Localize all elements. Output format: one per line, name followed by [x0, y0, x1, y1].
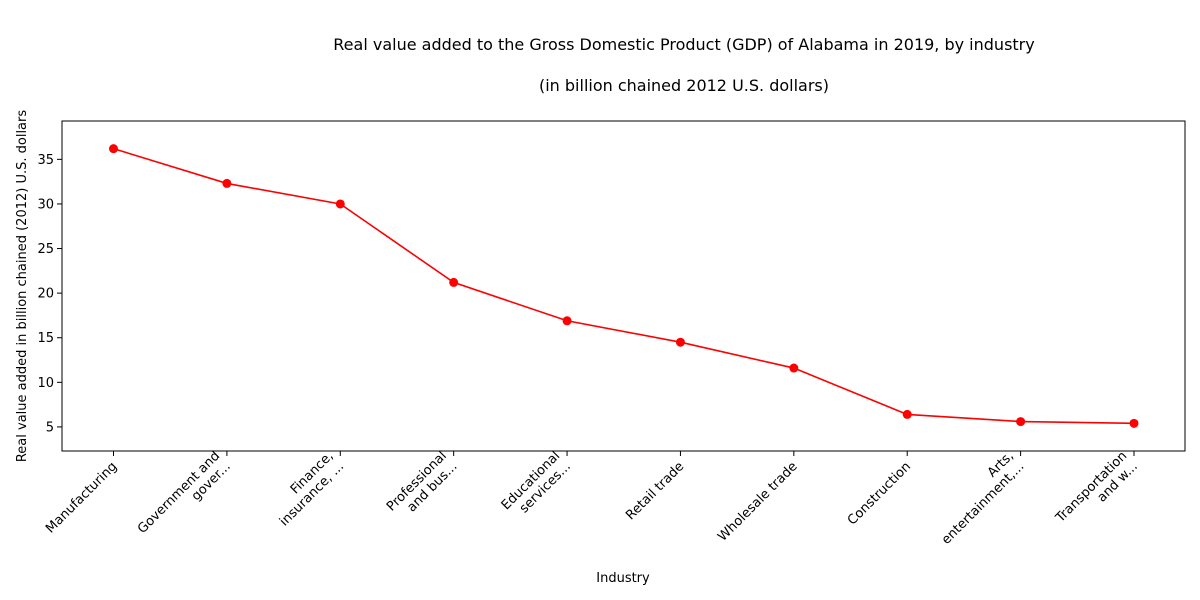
y-tick-label: 30: [37, 197, 54, 212]
data-point: [335, 199, 345, 209]
chart-subtitle: (in billion chained 2012 U.S. dollars): [539, 76, 829, 95]
y-tick-label: 20: [37, 287, 54, 302]
series-line: [113, 147, 1135, 425]
y-tick-label: 25: [37, 242, 54, 257]
data-point: [562, 316, 572, 326]
series-layer: [109, 144, 1139, 428]
x-axis-label: Industry: [596, 571, 650, 586]
data-point: [789, 363, 799, 373]
y-tick-label: 15: [37, 331, 54, 346]
data-point: [1129, 418, 1139, 428]
y-tick-label: 35: [37, 153, 54, 168]
data-point: [902, 409, 912, 419]
plot-area-frame: [61, 120, 1186, 452]
data-point: [1016, 417, 1026, 427]
data-point: [449, 277, 459, 287]
y-tick-label: 10: [37, 376, 54, 391]
data-point: [222, 178, 232, 188]
y-tick-label: 5: [46, 420, 54, 435]
chart-title: Real value added to the Gross Domestic P…: [333, 35, 1034, 54]
data-point: [675, 337, 685, 347]
data-point: [109, 144, 118, 154]
y-axis-label: Real value added in billion chained (201…: [15, 110, 30, 463]
y-axis-ticks: 5 10 15 20 25 30 35: [37, 153, 62, 435]
